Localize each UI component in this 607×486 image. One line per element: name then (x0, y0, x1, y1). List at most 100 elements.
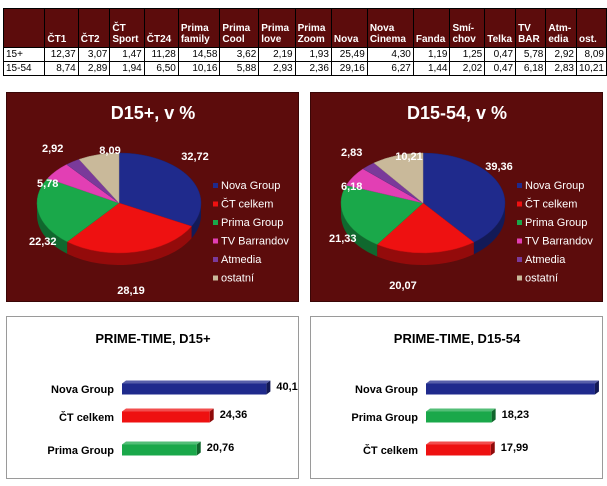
legend-swatch-ct-celkem (517, 201, 522, 207)
pie-slice-prima-group (36, 178, 120, 243)
pie-value-label: 2,92 (42, 143, 63, 155)
legend-swatch-nova-group (517, 183, 522, 188)
table-cell: 2,89 (77, 61, 111, 76)
legend-label-ostatni: ostatní (221, 273, 254, 285)
pie-value-label: 32,72 (181, 151, 209, 163)
legend-label-tv-barrandov: TV Barrandov (525, 236, 593, 248)
legend-label-prima-group: Prima Group (525, 217, 587, 229)
table-header-cell: Nova (330, 8, 368, 48)
table-header-cell: TV BAR (515, 8, 547, 48)
bar-value-label: 24,36 (220, 409, 248, 421)
bar-category-label: Prima Group (351, 412, 418, 424)
table-cell: 3,62 (219, 47, 260, 62)
table-header-cell: ČT Sport (109, 8, 145, 48)
bar-ct-celkem (122, 411, 210, 423)
bar-nova-group (426, 383, 595, 395)
bar-nova-group (122, 383, 267, 395)
bar-prima-group (122, 444, 197, 456)
legend-swatch-ct-celkem (213, 201, 218, 207)
table-header-cell: ost. (575, 8, 607, 48)
pie-slice-ostatni (78, 152, 120, 204)
legend-label-tv-barrandov: TV Barrandov (221, 236, 289, 248)
legend-swatch-tv-barrandov (213, 238, 218, 244)
table-cell: 2,93 (258, 61, 296, 76)
bar-top-prima-group (426, 408, 496, 412)
table-row-label: 15-54 (2, 61, 46, 76)
pie-value-label: 21,33 (329, 233, 357, 245)
bar-top-ct-celkem (426, 441, 495, 445)
bar-side-prima-group (196, 441, 201, 456)
legend-label-nova-group: Nova Group (525, 180, 584, 192)
pie-value-label: 8,09 (99, 145, 120, 157)
bar-value-label: 20,76 (207, 442, 235, 454)
pie-slice-ct-celkem (376, 202, 475, 254)
table-cell: 0,47 (484, 61, 517, 76)
bar-chart-panel-prime-d15plus: PRIME-TIME, D15+ Nova Group 40,11 ČT celkem… (6, 316, 299, 479)
legend-swatch-prima-group (517, 220, 522, 225)
table-cell: 25,49 (330, 47, 368, 62)
chart-title: D15-54, v % (407, 103, 507, 123)
pie-value-label: 39,36 (485, 161, 513, 173)
table-cell: 10,16 (177, 61, 221, 76)
pie-chart-d15-54: D15-54, v % 39,36 20,07 21,33 6,18 2,83 10,21 N… (329, 103, 593, 292)
table-header-cell: Prima Cool (219, 8, 260, 48)
table-cell: 0,47 (484, 47, 517, 62)
legend-swatch-tv-barrandov (517, 238, 522, 244)
table-cell: 6,27 (366, 61, 414, 76)
pie-slice-nova-group (118, 152, 202, 227)
bar-top-ct-celkem (122, 408, 214, 412)
pie-side-nova-group (473, 203, 505, 255)
bar-top-nova-group (426, 380, 599, 384)
pie-slice-ct-celkem (66, 202, 192, 254)
table-cell: 11,28 (143, 47, 179, 62)
table-cell: 2,02 (449, 61, 486, 76)
legend-label-nova-group: Nova Group (221, 180, 280, 192)
table-cell: 8,74 (44, 61, 79, 76)
legend-label-ostatni: ostatní (525, 273, 558, 285)
bar-side-ct-celkem (490, 441, 495, 456)
table-cell: 29,16 (330, 61, 368, 76)
bar-top-prima-group (122, 441, 201, 445)
table-cell: 1,25 (449, 47, 486, 62)
bar-ct-celkem (426, 444, 491, 456)
legend-label-prima-group: Prima Group (221, 217, 283, 229)
pie-value-label: 5,78 (37, 178, 58, 190)
table-cell: 14,58 (177, 47, 221, 62)
table-header-cell: ČT1 (44, 8, 79, 48)
bar-top-nova-group (122, 380, 271, 384)
table-cell: 1,93 (294, 47, 332, 62)
bar-category-label: ČT celkem (363, 444, 418, 457)
table-header-cell: Prima love (258, 8, 296, 48)
table-cell: 5,88 (219, 61, 260, 76)
table-cell: 6,18 (515, 61, 547, 76)
table-header-cell: Nova Cinema (366, 8, 414, 48)
bar-category-label: Nova Group (355, 384, 418, 396)
pie-slice-ostatni (373, 152, 424, 204)
legend-swatch-nova-group (213, 183, 218, 188)
bar-value-label: 18,23 (502, 409, 530, 421)
legend-label-ct-celkem: ČT celkem (525, 198, 577, 211)
bar-chart-prime-d15plus: PRIME-TIME, D15+ Nova Group 40,11 ČT celkem… (47, 331, 298, 457)
table-cell: 1,44 (412, 61, 451, 76)
table-cell: 6,50 (143, 61, 179, 76)
pie-value-label: 2,83 (341, 147, 362, 159)
pie-side-nova-group (191, 203, 201, 239)
table-header-cell (2, 8, 46, 48)
table-header-cell: Fanda (412, 8, 451, 48)
table-header-cell: ČT24 (143, 8, 179, 48)
chart-title: D15+, v % (111, 103, 196, 123)
pie-chart-panel-d15plus: D15+, v % 32,72 28,19 22,32 5,78 2,92 8,09 Nova… (6, 92, 299, 302)
bar-prima-group (426, 411, 492, 423)
legend-swatch-prima-group (213, 220, 218, 225)
table-header-cell: Prima Zoom (294, 8, 332, 48)
legend-swatch-ostatni (517, 275, 522, 281)
pie-side-prima-group (341, 203, 378, 257)
table-row: 15-54 8,74 2,89 1,94 6,50 10,16 5,88 2,9… (2, 61, 607, 76)
pie-slice-nova-group (422, 152, 506, 243)
pie-slice-prima-group (340, 184, 424, 245)
bar-value-label: 17,99 (501, 442, 529, 454)
bar-side-ct-celkem (209, 408, 214, 423)
pie-chart-panel-d15-54: D15-54, v % 39,36 20,07 21,33 6,18 2,83 10,21 N… (310, 92, 603, 302)
table-row-label: 15+ (2, 47, 46, 62)
